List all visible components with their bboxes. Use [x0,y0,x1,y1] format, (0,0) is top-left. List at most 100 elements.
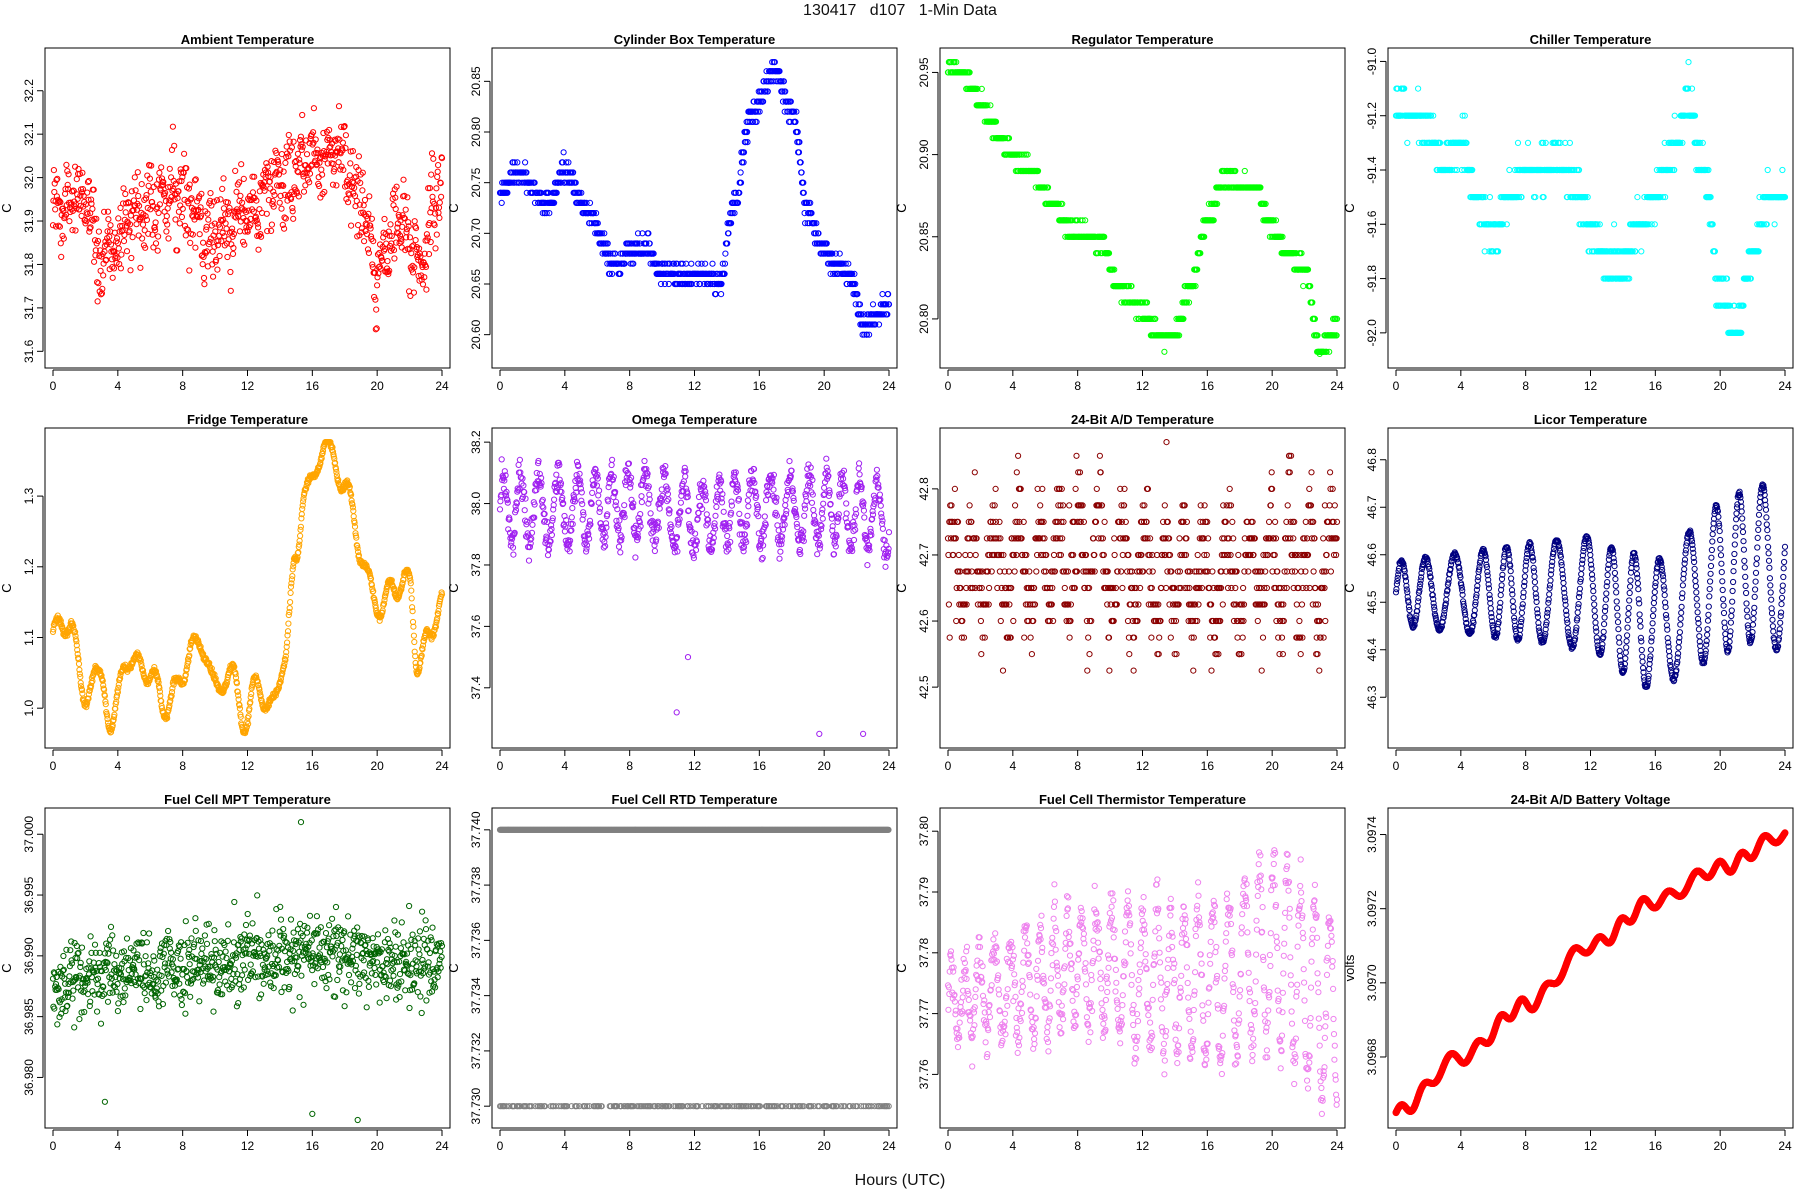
data-point [280,182,287,189]
series-points [496,59,893,338]
data-point [252,213,259,220]
x-tick-label: 24 [882,759,896,773]
data-point [178,213,185,221]
data-point [411,264,418,271]
data-point [94,237,102,245]
data-point [285,620,292,627]
data-point [164,221,171,228]
data-point [557,179,565,186]
plot-frame [491,427,898,749]
chart-title: Cylinder Box Temperature [614,32,776,47]
data-point [762,88,769,95]
x-tick-label: 0 [945,379,952,393]
data-point [800,179,807,186]
x-tick-label: 24 [435,379,449,393]
data-point [318,166,325,173]
data-point [356,201,363,208]
data-point [725,230,732,237]
data-point [156,201,163,208]
x-tick-label: 4 [114,759,121,773]
data-point [776,68,783,75]
data-point [194,213,201,221]
data-point [289,573,296,580]
data-point [688,260,695,267]
data-point [255,246,262,253]
x-tick-label: 0 [50,379,57,393]
x-tick-label: 24 [1778,379,1792,393]
x-tick-label: 4 [1009,379,1016,393]
y-axis-label: C [0,203,14,212]
data-point [392,205,399,213]
x-tick-label: 0 [497,759,504,773]
data-point [630,260,637,267]
chart-title: Ambient Temperature [181,32,314,47]
data-point [385,271,392,278]
data-point [145,182,152,189]
data-point [430,155,437,162]
data-point [269,198,276,205]
data-point [429,193,436,200]
data-point [578,497,585,504]
data-point [182,232,189,239]
data-point [306,179,313,186]
data-point [222,211,229,218]
data-point [100,272,107,279]
data-point [55,222,62,229]
data-point [87,224,94,231]
data-point [418,272,425,279]
data-point [203,226,210,233]
data-point [54,199,61,207]
data-point [95,228,103,235]
data-point [152,240,160,247]
data-point [295,193,302,200]
data-point [217,216,224,223]
y-tick-label: 20.75 [469,167,483,197]
y-tick-label: 20.95 [917,57,931,87]
data-point [171,142,178,149]
data-point [142,244,149,251]
data-point [405,223,412,230]
data-point [245,713,252,720]
data-point [192,176,199,183]
data-point [836,250,843,257]
data-point [297,133,304,140]
data-point [281,214,288,221]
data-point [239,238,247,245]
data-point [216,224,224,231]
data-point [760,98,767,105]
data-point [378,254,385,261]
data-point [498,456,505,463]
data-point [121,231,128,238]
data-point [57,240,64,247]
data-point [742,139,749,146]
data-point [386,267,393,274]
data-point [288,144,295,151]
data-point [192,244,199,251]
data-point [431,200,438,207]
data-point [300,188,308,195]
data-point [724,240,731,247]
data-point [811,220,818,227]
data-point [128,188,135,195]
data-point [253,217,260,224]
data-point [142,213,149,220]
data-point [281,191,288,198]
x-tick-label: 20 [370,759,384,773]
data-point [335,159,342,166]
data-point [696,280,704,288]
y-tick-label: 37.6 [469,614,483,638]
data-point [435,204,443,211]
data-point [884,311,891,318]
data-point [247,222,254,229]
data-point [122,209,129,216]
data-point [627,260,634,267]
data-point [97,267,104,274]
data-point [119,222,126,230]
data-point [92,247,99,254]
data-point [220,205,227,212]
data-point [84,179,92,186]
data-point [326,126,333,134]
data-point [175,208,182,215]
data-point [1300,283,1307,290]
data-point [85,196,92,203]
